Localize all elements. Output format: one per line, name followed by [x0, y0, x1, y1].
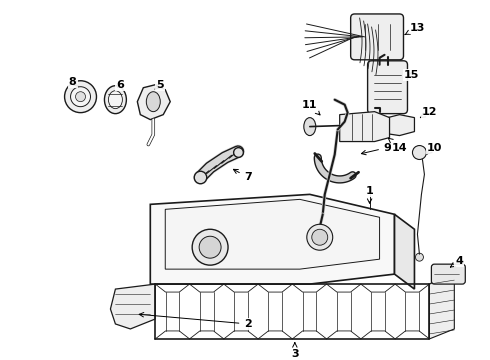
Circle shape [307, 224, 333, 250]
Ellipse shape [108, 91, 122, 109]
Ellipse shape [374, 118, 385, 132]
Circle shape [312, 229, 328, 245]
Polygon shape [394, 214, 415, 289]
Text: 15: 15 [404, 70, 419, 80]
Text: 1: 1 [366, 186, 373, 203]
Circle shape [75, 92, 86, 102]
Ellipse shape [147, 92, 160, 112]
FancyBboxPatch shape [368, 61, 408, 114]
Text: 4: 4 [450, 256, 463, 267]
Polygon shape [340, 112, 390, 141]
Text: 13: 13 [405, 23, 425, 35]
Ellipse shape [304, 118, 316, 136]
Circle shape [192, 229, 228, 265]
Polygon shape [380, 114, 415, 136]
Text: 2: 2 [139, 312, 252, 329]
Circle shape [71, 87, 91, 107]
Text: 3: 3 [291, 343, 298, 359]
Text: 11: 11 [302, 100, 320, 115]
Text: 8: 8 [69, 77, 78, 87]
Circle shape [199, 236, 221, 258]
Text: 5: 5 [155, 80, 164, 90]
Circle shape [65, 81, 97, 113]
Polygon shape [110, 284, 155, 329]
FancyBboxPatch shape [351, 14, 403, 60]
Circle shape [413, 145, 426, 159]
Text: 6: 6 [117, 80, 124, 90]
Polygon shape [429, 269, 454, 339]
Text: 10: 10 [427, 143, 442, 154]
Polygon shape [165, 199, 380, 269]
Circle shape [416, 253, 423, 261]
Text: 9: 9 [362, 143, 392, 155]
Ellipse shape [104, 86, 126, 114]
FancyBboxPatch shape [431, 264, 465, 284]
Text: 7: 7 [233, 169, 252, 183]
Polygon shape [137, 85, 170, 120]
Text: 12: 12 [420, 107, 437, 118]
Polygon shape [150, 194, 394, 284]
Text: 14: 14 [389, 138, 407, 153]
